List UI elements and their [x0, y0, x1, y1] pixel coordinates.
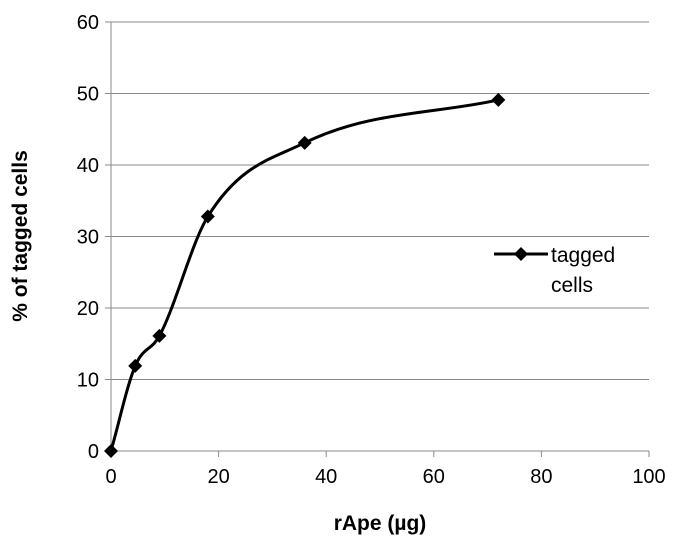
y-tick-labels: 0 10 20 30 40 50 60	[77, 12, 99, 463]
legend: tagged cells	[494, 244, 621, 297]
x-axis-title: rApe (µg)	[334, 512, 427, 535]
y-tick-label-50: 50	[77, 84, 99, 106]
data-point-4	[297, 135, 312, 150]
series-tagged-cells	[104, 92, 506, 458]
x-tick-label-0: 0	[105, 466, 116, 488]
y-axis-title: % of tagged cells	[9, 150, 32, 322]
x-tick-label-20: 20	[207, 466, 229, 488]
x-tick-label-80: 80	[530, 466, 552, 488]
legend-label-line-2: cells	[551, 274, 593, 297]
data-point-3	[200, 209, 215, 224]
legend-label: tagged cells	[551, 244, 621, 297]
y-tick-label-10: 10	[77, 370, 99, 392]
data-point-5	[491, 92, 506, 107]
x-tick-label-60: 60	[423, 466, 445, 488]
data-point-0	[104, 444, 118, 458]
series-line-0	[109, 98, 499, 452]
x-tick-labels: 0 20 40 60 80 100	[105, 466, 665, 488]
x-tick-label-40: 40	[315, 466, 337, 488]
y-tick-label-0: 0	[88, 441, 99, 463]
y-tick-label-30: 30	[77, 227, 99, 249]
gridlines	[111, 21, 649, 380]
legend-label-line-1: tagged	[551, 244, 615, 267]
data-point-1	[128, 358, 143, 373]
legend-marker-diamond	[514, 247, 528, 261]
y-tick-label-40: 40	[77, 155, 99, 177]
data-point-2	[152, 328, 167, 343]
y-tick-label-20: 20	[77, 298, 99, 320]
x-tick-label-100: 100	[632, 466, 665, 488]
axes	[105, 21, 650, 457]
y-tick-label-60: 60	[77, 12, 99, 34]
